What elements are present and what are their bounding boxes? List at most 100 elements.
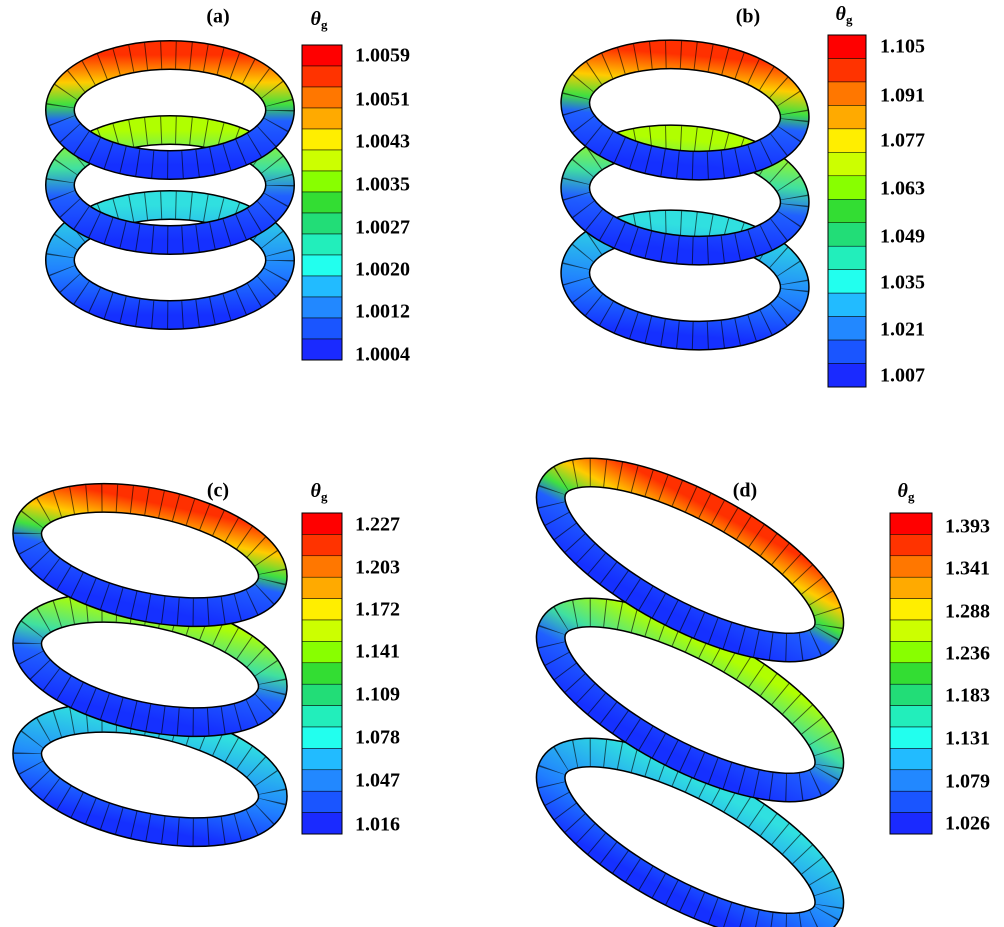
colorbar-band	[890, 534, 932, 555]
colorbar-label: 1.078	[355, 727, 400, 749]
subscript: g	[908, 489, 915, 504]
symbol: θ	[836, 3, 847, 25]
colorbar-band	[890, 663, 932, 684]
colorbar-label: 1.016	[355, 814, 400, 836]
colorbar-band	[890, 684, 932, 705]
colorbar-label: 1.063	[880, 178, 925, 200]
colorbar-label: 1.035	[880, 272, 925, 294]
colorbar-band	[302, 276, 342, 297]
colorbar-label: 1.393	[945, 516, 990, 538]
spring	[17, 478, 283, 852]
colorbar-label: 1.141	[355, 641, 400, 663]
colorbar-band	[302, 577, 342, 598]
colorbar-symbol: θg	[311, 8, 328, 32]
colorbar-band	[302, 620, 342, 641]
colorbar-label: 1.109	[355, 684, 400, 706]
colorbar-label: 1.236	[945, 643, 990, 665]
panel: (c) θg 1.227 1.203 1.172 1.141 1.109 1.078 1.047…	[17, 478, 400, 852]
colorbar-band	[890, 577, 932, 598]
colorbar-band	[302, 297, 342, 318]
panel-label: (a)	[206, 6, 229, 28]
colorbar-band	[302, 599, 342, 620]
colorbar-band	[302, 663, 342, 684]
colorbar-band	[302, 234, 342, 255]
figure: (a)θg1.00591.00511.00431.00351.00271.002…	[0, 0, 1004, 927]
colorbar-label: 1.021	[880, 319, 925, 341]
colorbar-band	[302, 684, 342, 705]
colorbar-band	[302, 748, 342, 769]
colorbar-band	[828, 317, 866, 340]
colorbar-band	[302, 66, 342, 87]
subscript: g	[321, 17, 328, 32]
symbol: θ	[311, 8, 322, 30]
colorbar-band	[828, 199, 866, 222]
colorbar-label: 1.0004	[355, 344, 410, 366]
colorbar-band	[828, 35, 866, 58]
colorbar-label: 1.0043	[355, 131, 410, 153]
colorbar-band	[828, 105, 866, 128]
colorbar-label: 1.0059	[355, 45, 410, 67]
colorbar-band	[302, 150, 342, 171]
colorbar-band	[828, 246, 866, 269]
colorbar-band	[302, 318, 342, 339]
colorbar-band	[828, 270, 866, 293]
colorbar-band	[828, 152, 866, 175]
colorbar-band	[890, 770, 932, 791]
colorbar-band	[890, 556, 932, 577]
colorbar-band	[302, 129, 342, 150]
colorbar-band	[828, 129, 866, 152]
coil	[60, 55, 280, 165]
colorbar-band	[302, 534, 342, 555]
colorbar-label: 1.172	[355, 599, 400, 621]
colorbar-band	[828, 364, 866, 387]
colorbar-label: 1.0051	[355, 89, 410, 111]
colorbar-label: 1.007	[880, 365, 925, 387]
colorbar-label: 1.0035	[355, 174, 410, 196]
colorbar-label: 1.0020	[355, 259, 410, 281]
colorbar-band	[302, 813, 342, 834]
colorbar-label: 1.077	[880, 130, 925, 152]
spring	[571, 46, 800, 345]
colorbar-label: 1.047	[355, 770, 400, 792]
colorbar-band	[302, 641, 342, 662]
colorbar-band	[302, 770, 342, 791]
colorbar-band	[828, 82, 866, 105]
colorbar-band	[890, 748, 932, 769]
colorbar-label: 1.203	[355, 557, 400, 579]
panel: (b)θg1.1051.0911.0771.0631.0491.0351.021…	[571, 3, 925, 387]
coil	[571, 46, 800, 175]
spring	[60, 55, 280, 315]
colorbar-band	[302, 706, 342, 727]
colorbar-label: 1.105	[880, 36, 925, 58]
subscript: g	[846, 12, 853, 27]
colorbar-band	[302, 513, 342, 534]
colorbar-symbol: θg	[836, 3, 853, 27]
colorbar-label: 1.227	[355, 514, 400, 536]
colorbar-band	[828, 176, 866, 199]
colorbar-band	[302, 45, 342, 66]
colorbar-band	[302, 727, 342, 748]
colorbar-band	[302, 556, 342, 577]
colorbar-band	[890, 791, 932, 812]
colorbar-band	[890, 727, 932, 748]
colorbar-label: 1.079	[945, 771, 990, 793]
colorbar-band	[890, 813, 932, 834]
panel: (a)θg1.00591.00511.00431.00351.00271.002…	[60, 6, 410, 366]
colorbar-symbol: θg	[898, 480, 915, 504]
panel-label: (d)	[733, 480, 757, 502]
colorbar-label: 1.049	[880, 226, 925, 248]
colorbar-band	[828, 340, 866, 363]
colorbar-band	[890, 706, 932, 727]
colorbar-band	[890, 641, 932, 662]
colorbar-band	[302, 87, 342, 108]
panel-label: (c)	[207, 480, 229, 502]
colorbar-band	[828, 58, 866, 81]
colorbar-label: 1.183	[945, 685, 990, 707]
colorbar-band	[302, 192, 342, 213]
colorbar-symbol: θg	[311, 480, 328, 504]
symbol: θ	[898, 480, 909, 502]
colorbar-band	[890, 513, 932, 534]
colorbar-band	[890, 620, 932, 641]
colorbar-label: 1.341	[945, 558, 990, 580]
colorbar-label: 1.288	[945, 601, 990, 623]
